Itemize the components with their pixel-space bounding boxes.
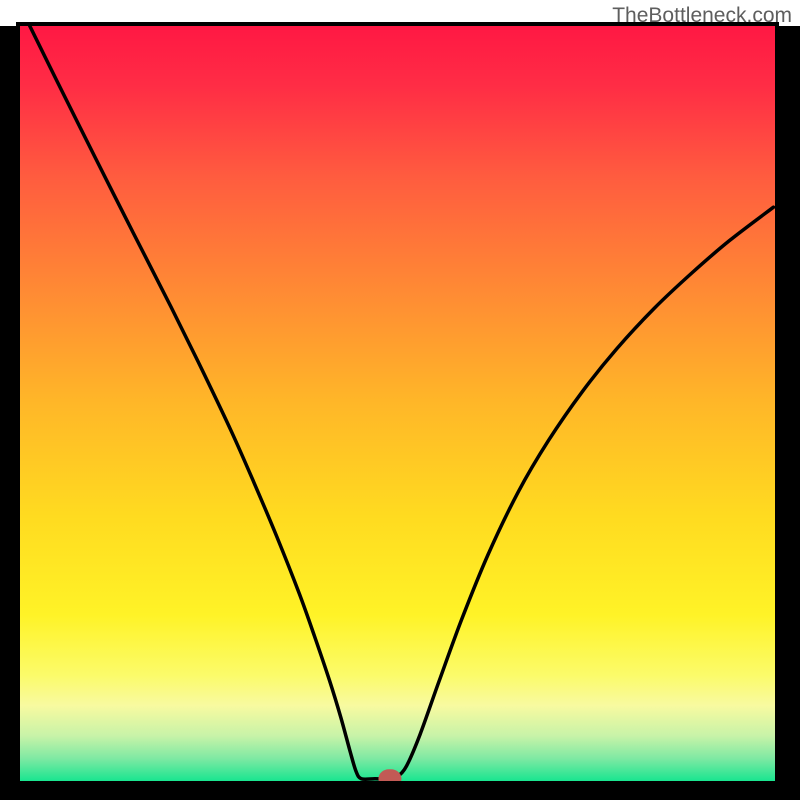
gradient-background	[20, 26, 775, 781]
chart-container: TheBottleneck.com	[0, 0, 800, 800]
chart-svg	[0, 0, 800, 800]
